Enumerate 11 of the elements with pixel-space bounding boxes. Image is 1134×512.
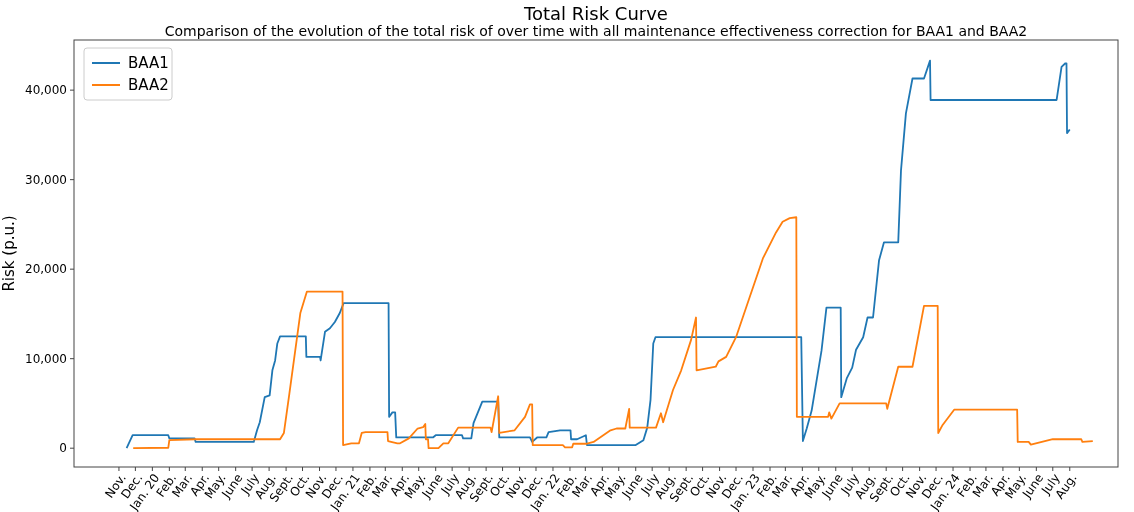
legend-label: BAA2: [128, 76, 169, 95]
y-tick-label: 10,000: [25, 351, 67, 366]
chart-subtitle: Comparison of the evolution of the total risk of over time with all maintenance effectiveness correction for BAA1 and BAA2: [164, 23, 1028, 39]
y-tick-label: 20,000: [25, 262, 67, 277]
legend-label: BAA1: [128, 54, 169, 73]
chart-title: Total Risk Curve: [523, 3, 668, 24]
y-tick-label: 40,000: [25, 83, 67, 98]
y-axis-title: Risk (p.u.): [0, 215, 18, 292]
y-tick-label: 30,000: [25, 172, 67, 187]
line-series: [132, 216, 1094, 450]
y-tick-label: 0: [59, 441, 67, 456]
